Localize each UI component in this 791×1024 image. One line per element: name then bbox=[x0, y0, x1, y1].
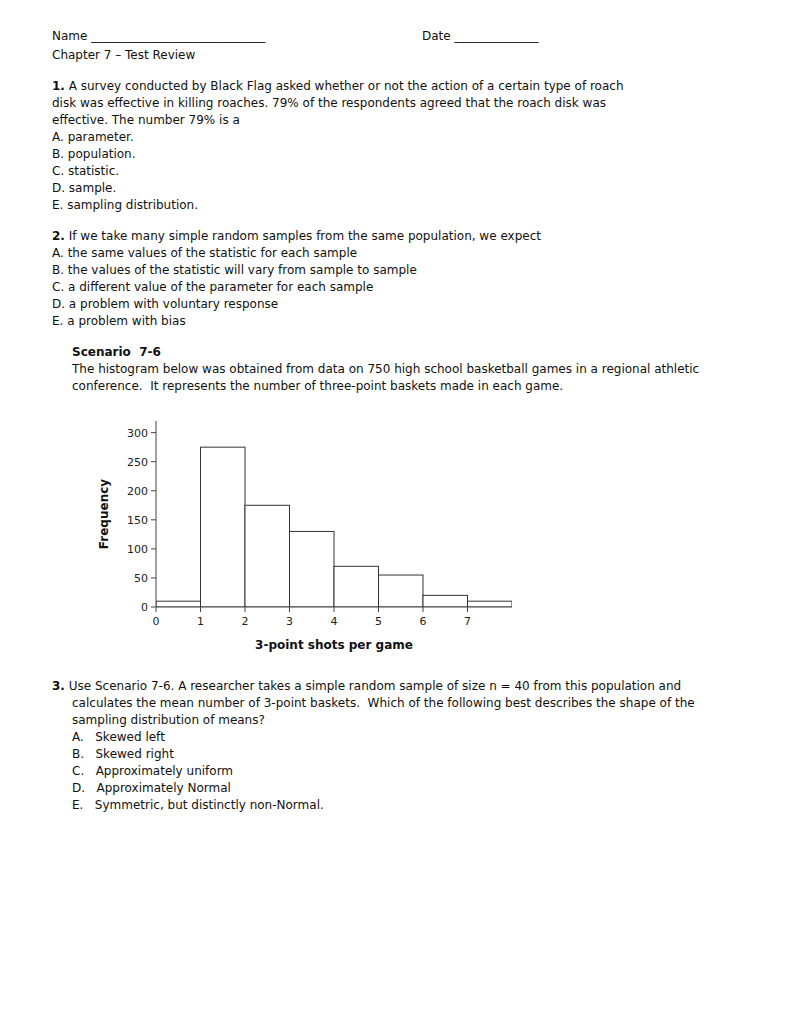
question-text: If we take many simple random samples fr… bbox=[65, 229, 541, 243]
question-text: A survey conducted by Black Flag asked w… bbox=[65, 79, 624, 93]
y-tick bbox=[151, 490, 156, 491]
text-line: effective. The number 79% is a bbox=[52, 112, 751, 129]
text-line: sampling distribution of means? bbox=[52, 712, 751, 729]
x-tick bbox=[289, 607, 290, 612]
text-line: B. Skewed right bbox=[52, 746, 751, 763]
y-tick bbox=[151, 577, 156, 578]
x-tick-label: 1 bbox=[197, 615, 204, 628]
header-row: Name _____________________________Date _… bbox=[52, 28, 751, 45]
question-number: 3. bbox=[52, 679, 65, 693]
text-line: A. parameter. bbox=[52, 129, 751, 146]
bar bbox=[290, 531, 335, 607]
text-line: B. the values of the statistic will vary… bbox=[52, 262, 751, 279]
question-number: 2. bbox=[52, 229, 65, 243]
text-line: A. Skewed left bbox=[52, 729, 751, 746]
x-tick bbox=[423, 607, 424, 612]
text-block: Scenario 7-6The histogram below was obta… bbox=[52, 344, 751, 395]
y-axis-label: Frequency bbox=[97, 479, 111, 549]
text-block: 1. A survey conducted by Black Flag aske… bbox=[52, 78, 751, 214]
y-tick-label: 200 bbox=[127, 485, 148, 498]
x-axis-label: 3-point shots per game bbox=[255, 638, 413, 652]
y-tick-label: 100 bbox=[127, 543, 148, 556]
x-tick bbox=[245, 607, 246, 612]
y-tick-label: 250 bbox=[127, 456, 148, 469]
text-line: Scenario 7-6 bbox=[72, 344, 751, 361]
text-line: D. sample. bbox=[52, 180, 751, 197]
text-line: D. a problem with voluntary response bbox=[52, 296, 751, 313]
bar bbox=[379, 575, 424, 607]
text-line: C. statistic. bbox=[52, 163, 751, 180]
text-block: Chapter 7 – Test Review bbox=[52, 47, 751, 64]
question-text: Use Scenario 7-6. A researcher takes a s… bbox=[65, 679, 681, 693]
bars bbox=[156, 447, 512, 607]
x-tick-label: 0 bbox=[153, 615, 160, 628]
y-tick bbox=[151, 461, 156, 462]
text-line: Date ______________ bbox=[422, 28, 539, 45]
bar bbox=[245, 505, 290, 607]
bar bbox=[423, 595, 468, 607]
text-line: E. Symmetric, but distinctly non-Normal. bbox=[52, 797, 751, 814]
text-block: 3. Use Scenario 7-6. A researcher takes … bbox=[52, 678, 751, 814]
x-tick bbox=[200, 607, 201, 612]
x-tick bbox=[334, 607, 335, 612]
text-line: conference. It represents the number of … bbox=[72, 378, 751, 395]
text-line: 2. If we take many simple random samples… bbox=[52, 228, 751, 245]
x-tick-label: 5 bbox=[375, 615, 382, 628]
y-tick-label: 150 bbox=[127, 514, 148, 527]
histogram-svg: 0 50 100 150 200 250 300 0 1 2 3 4 5 6 7 3-point shots … bbox=[92, 409, 532, 659]
text-line: 3. Use Scenario 7-6. A researcher takes … bbox=[52, 678, 751, 695]
text-block: Name _____________________________Date _… bbox=[52, 28, 751, 45]
text-line: C. Approximately uniform bbox=[52, 763, 751, 780]
bar bbox=[201, 447, 246, 607]
x-tick-label: 7 bbox=[464, 615, 471, 628]
chart: 0 50 100 150 200 250 300 0 1 2 3 4 5 6 7 3-point shots … bbox=[92, 409, 751, 662]
page: Name _____________________________Date _… bbox=[0, 0, 791, 814]
text-line: D. Approximately Normal bbox=[52, 780, 751, 797]
x-tick-label: 2 bbox=[242, 615, 249, 628]
x-tick-label: 3 bbox=[286, 615, 293, 628]
text-line: E. a problem with bias bbox=[52, 313, 751, 330]
text-block: 2. If we take many simple random samples… bbox=[52, 228, 751, 330]
text-line: E. sampling distribution. bbox=[52, 197, 751, 214]
y-tick bbox=[151, 519, 156, 520]
question-number: 1. bbox=[52, 79, 65, 93]
x-tick bbox=[156, 607, 157, 612]
text-line: disk was effective in killing roaches. 7… bbox=[52, 95, 751, 112]
y-tick bbox=[151, 607, 156, 608]
bar bbox=[334, 566, 379, 607]
text-line: calculates the mean number of 3-point ba… bbox=[52, 695, 751, 712]
x-tick bbox=[467, 607, 468, 612]
bar bbox=[156, 601, 201, 607]
y-tick-label: 0 bbox=[141, 601, 148, 614]
y-tick-label: 300 bbox=[127, 427, 148, 440]
text-line: Chapter 7 – Test Review bbox=[52, 47, 751, 64]
x-tick-label: 4 bbox=[331, 615, 338, 628]
text-line: A. the same values of the statistic for … bbox=[52, 245, 751, 262]
text-line: Name _____________________________ bbox=[52, 28, 422, 45]
y-tick bbox=[151, 548, 156, 549]
x-tick bbox=[378, 607, 379, 612]
y-tick-label: 50 bbox=[134, 572, 148, 585]
x-tick-label: 6 bbox=[420, 615, 427, 628]
y-tick bbox=[151, 432, 156, 433]
text-line: C. a different value of the parameter fo… bbox=[52, 279, 751, 296]
y-axis-line bbox=[156, 421, 157, 607]
text-line: B. population. bbox=[52, 146, 751, 163]
text-line: 1. A survey conducted by Black Flag aske… bbox=[52, 78, 751, 95]
bar bbox=[468, 601, 513, 607]
text-line: The histogram below was obtained from da… bbox=[72, 361, 751, 378]
